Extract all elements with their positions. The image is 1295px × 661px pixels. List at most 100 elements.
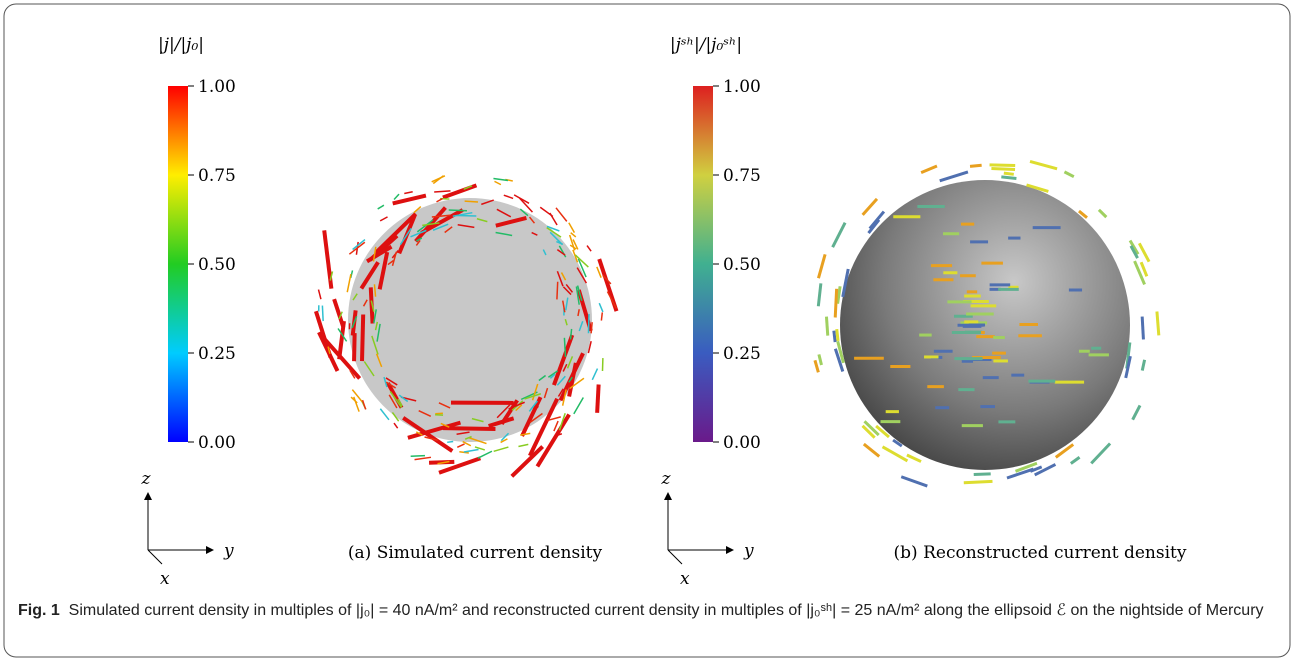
arrow xyxy=(352,390,363,403)
arrow xyxy=(1157,312,1159,336)
arrow xyxy=(512,447,543,477)
axis-label: z xyxy=(141,469,152,489)
arrow xyxy=(970,165,982,166)
arrowhead xyxy=(144,492,152,500)
arrow xyxy=(1141,262,1147,276)
arrow xyxy=(411,456,425,457)
arrow xyxy=(921,166,937,173)
axis-x xyxy=(148,550,162,564)
colorbar-tick-label: 0.25 xyxy=(723,344,761,364)
arrow xyxy=(457,444,464,447)
arrow xyxy=(449,210,467,211)
colorbar xyxy=(693,86,713,442)
axis-x xyxy=(668,550,682,564)
arrow xyxy=(599,303,603,312)
arrow xyxy=(447,441,453,442)
arrow xyxy=(835,289,836,318)
axis-label: z xyxy=(661,469,672,489)
axis-label: x xyxy=(680,569,690,589)
arrow xyxy=(863,199,877,215)
arrow xyxy=(940,172,968,181)
arrow xyxy=(964,481,993,482)
arrow xyxy=(864,444,879,456)
colorbar-label: |j|/|j₀| xyxy=(158,35,204,55)
arrow xyxy=(601,312,602,320)
arrow xyxy=(1099,210,1106,217)
arrowhead xyxy=(664,492,672,500)
arrow xyxy=(557,282,558,300)
arrow xyxy=(1142,317,1143,340)
arrow xyxy=(833,223,845,247)
arrow xyxy=(571,233,576,237)
colorbar-tick-label: 0.75 xyxy=(723,166,761,186)
arrow xyxy=(434,191,450,192)
subcaption: (b) Reconstructed current density xyxy=(894,543,1187,563)
arrow xyxy=(574,397,584,413)
subcaption: (a) Simulated current density xyxy=(348,543,603,563)
arrow xyxy=(465,201,478,202)
arrow xyxy=(393,196,426,204)
colorbar xyxy=(168,86,188,442)
arrow xyxy=(591,322,592,333)
arrow xyxy=(380,409,389,420)
caption: Fig. 1 Simulated current density in mult… xyxy=(18,598,1278,623)
arrow xyxy=(353,240,365,250)
arrow xyxy=(1133,405,1140,419)
arrow xyxy=(443,428,495,429)
arrow xyxy=(1001,177,1016,179)
arrow xyxy=(415,457,431,459)
arrow xyxy=(537,415,569,467)
arrow xyxy=(990,165,1016,166)
arrow xyxy=(394,194,399,199)
arrow xyxy=(318,290,320,300)
arrow xyxy=(494,447,509,451)
arrow xyxy=(518,444,528,446)
arrow xyxy=(394,423,398,428)
arrow xyxy=(378,205,384,209)
colorbar-tick-label: 0.75 xyxy=(198,166,236,186)
arrow xyxy=(354,333,355,361)
arrow xyxy=(347,274,351,292)
arrow xyxy=(819,354,822,365)
arrow xyxy=(597,385,598,413)
arrowhead xyxy=(206,546,214,554)
arrowhead xyxy=(726,546,734,554)
arrow xyxy=(556,208,567,222)
arrow xyxy=(464,449,479,451)
arrow xyxy=(569,223,575,233)
figure: |j|/|j₀| 1.00 0.75 0.50 0.25 0.00 z y x (a) Simul… xyxy=(0,0,1295,661)
arrow xyxy=(478,451,492,458)
arrow xyxy=(592,369,597,380)
arrow xyxy=(991,169,1015,170)
caption-text: Simulated current density in multiples o… xyxy=(69,602,1264,619)
arrow xyxy=(362,314,363,361)
colorbar-tick-label: 0.50 xyxy=(198,255,236,275)
arrow xyxy=(322,306,323,321)
axis-label: x xyxy=(160,569,170,589)
arrow xyxy=(883,447,908,461)
axis-label: y xyxy=(743,541,754,561)
arrow xyxy=(514,195,529,203)
arrow xyxy=(494,181,500,184)
arrow xyxy=(404,192,412,194)
colorbar-tick-label: 0.00 xyxy=(723,433,761,453)
arrow xyxy=(834,331,835,342)
arrow xyxy=(1030,161,1057,168)
arrow xyxy=(1142,360,1144,371)
arrow xyxy=(974,474,991,475)
arrow xyxy=(901,477,927,486)
arrow xyxy=(1004,173,1014,174)
arrow xyxy=(818,283,821,306)
arrow xyxy=(1139,243,1149,261)
arrow xyxy=(1064,172,1073,177)
colorbar-label: |jˢʰ|/|j₀ˢʰ| xyxy=(670,35,742,55)
arrow xyxy=(588,314,589,333)
arrow xyxy=(818,254,825,278)
arrow xyxy=(826,317,827,336)
caption-label: Fig. 1 xyxy=(18,602,60,619)
colorbar-tick-label: 0.00 xyxy=(198,433,236,453)
arrow xyxy=(1071,457,1080,463)
arrow xyxy=(587,246,591,252)
arrow xyxy=(540,207,553,216)
colorbar-tick-label: 1.00 xyxy=(198,77,236,97)
